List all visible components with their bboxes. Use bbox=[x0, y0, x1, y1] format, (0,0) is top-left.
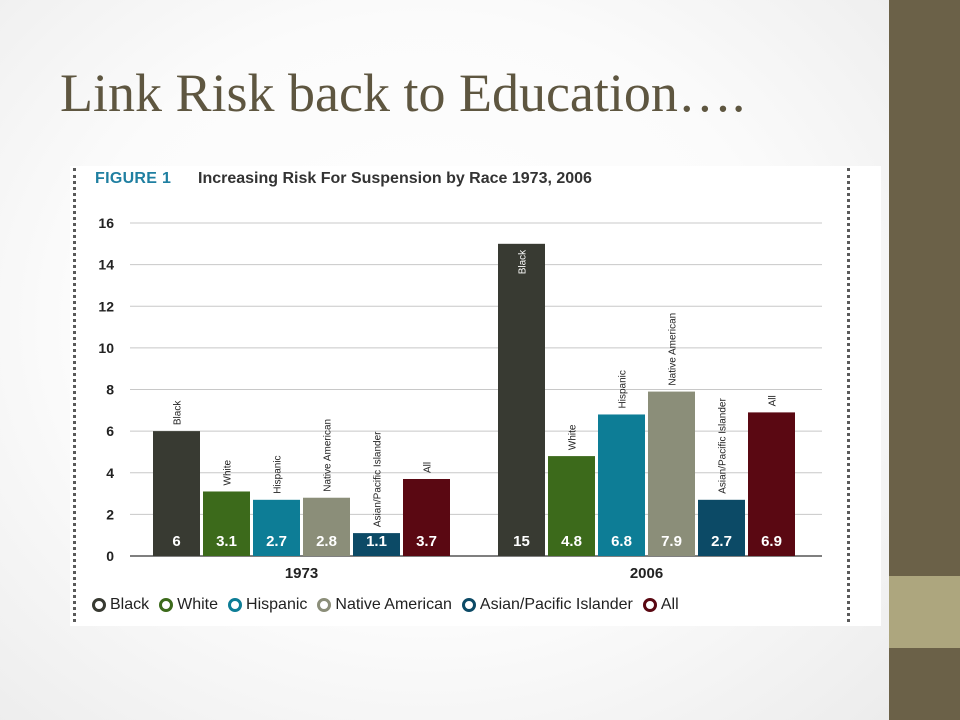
data-label: 2.8 bbox=[316, 533, 337, 550]
bar bbox=[648, 391, 695, 556]
bar-series-label: Black bbox=[173, 400, 184, 425]
data-label: 4.8 bbox=[561, 533, 582, 550]
legend-label: Asian/Pacific Islander bbox=[479, 596, 633, 613]
legend-item: White bbox=[159, 596, 218, 614]
y-tick-label: 0 bbox=[106, 548, 114, 564]
figure-label: FIGURE 1 bbox=[95, 170, 172, 187]
bar-series-label: White bbox=[223, 459, 234, 485]
sidebar-accent-block bbox=[889, 576, 960, 648]
bar bbox=[748, 412, 795, 556]
figure-dotted-border-left bbox=[73, 168, 76, 622]
bar bbox=[153, 431, 200, 556]
data-label: 6.9 bbox=[761, 533, 782, 550]
bar-series-label: Native American bbox=[323, 419, 334, 492]
y-tick-label: 6 bbox=[106, 423, 114, 439]
y-tick-label: 12 bbox=[98, 298, 114, 314]
legend-marker-icon bbox=[92, 598, 106, 612]
bar-series-label: Native American bbox=[668, 313, 679, 386]
bar-series-label: All bbox=[768, 395, 779, 406]
legend-marker-icon bbox=[317, 598, 332, 612]
legend-marker-icon bbox=[159, 598, 174, 612]
bar-series-label: All bbox=[423, 462, 434, 473]
bar bbox=[698, 499, 745, 556]
y-tick-label: 16 bbox=[98, 215, 114, 231]
x-category-label: 2006 bbox=[630, 565, 663, 582]
legend-label: Native American bbox=[335, 596, 452, 613]
bar bbox=[498, 243, 545, 556]
data-label: 2.7 bbox=[711, 533, 732, 550]
y-tick-label: 2 bbox=[106, 506, 114, 522]
bar bbox=[303, 497, 350, 556]
legend-item: Black bbox=[92, 596, 149, 614]
data-label: 1.1 bbox=[366, 533, 387, 550]
chart-legend: Black White Hispanic Native American Asian/P… bbox=[92, 596, 852, 614]
bar bbox=[353, 533, 400, 556]
data-label: 7.9 bbox=[661, 533, 682, 550]
legend-item: Native American bbox=[317, 596, 452, 614]
y-tick-label: 10 bbox=[98, 340, 114, 356]
legend-item: Hispanic bbox=[228, 596, 307, 614]
legend-marker-icon bbox=[461, 598, 476, 612]
bar-series-label: Asian/Pacific Islander bbox=[373, 431, 384, 527]
data-label: 6 bbox=[172, 533, 180, 550]
legend-item: Asian/Pacific Islander bbox=[461, 596, 633, 614]
legend-label: All bbox=[660, 596, 679, 613]
y-tick-label: 8 bbox=[106, 382, 114, 398]
y-tick-label: 14 bbox=[98, 257, 114, 273]
data-label: 2.7 bbox=[266, 533, 287, 550]
x-category-label: 1973 bbox=[285, 565, 318, 582]
bar bbox=[253, 499, 300, 556]
legend-label: Black bbox=[110, 596, 150, 613]
bar bbox=[403, 478, 450, 556]
bar bbox=[598, 414, 645, 556]
legend-label: White bbox=[177, 596, 219, 613]
bar-series-label: Hispanic bbox=[273, 455, 284, 493]
bar-series-label: Hispanic bbox=[618, 370, 629, 408]
bar-series-label: White bbox=[568, 424, 579, 450]
chart-title: Increasing Risk For Suspension by Race 1… bbox=[198, 170, 592, 187]
data-label: 3.1 bbox=[216, 533, 237, 550]
figure-panel: FIGURE 1 Increasing Risk For Suspension … bbox=[70, 166, 881, 626]
bar bbox=[203, 491, 250, 556]
slide-title: Link Risk back to Education…. bbox=[60, 63, 746, 123]
figure-dotted-border-right bbox=[847, 168, 850, 622]
data-label: 6.8 bbox=[611, 533, 632, 550]
bar-series-label: Black bbox=[518, 249, 529, 274]
data-label: 3.7 bbox=[416, 533, 437, 550]
y-tick-label: 4 bbox=[106, 465, 114, 481]
bar bbox=[548, 456, 595, 556]
legend-marker-icon bbox=[228, 598, 243, 612]
data-label: 15 bbox=[513, 533, 530, 550]
legend-label: Hispanic bbox=[246, 596, 308, 613]
legend-marker-icon bbox=[642, 598, 657, 612]
bar-series-label: Asian/Pacific Islander bbox=[718, 398, 729, 494]
legend-item: All bbox=[642, 596, 679, 614]
suspension-bar-chart: 0 2 4 6 8 10 12 14 16 6 Black 3.1 White 2.7 Hispanic 2.… bbox=[98, 215, 822, 582]
